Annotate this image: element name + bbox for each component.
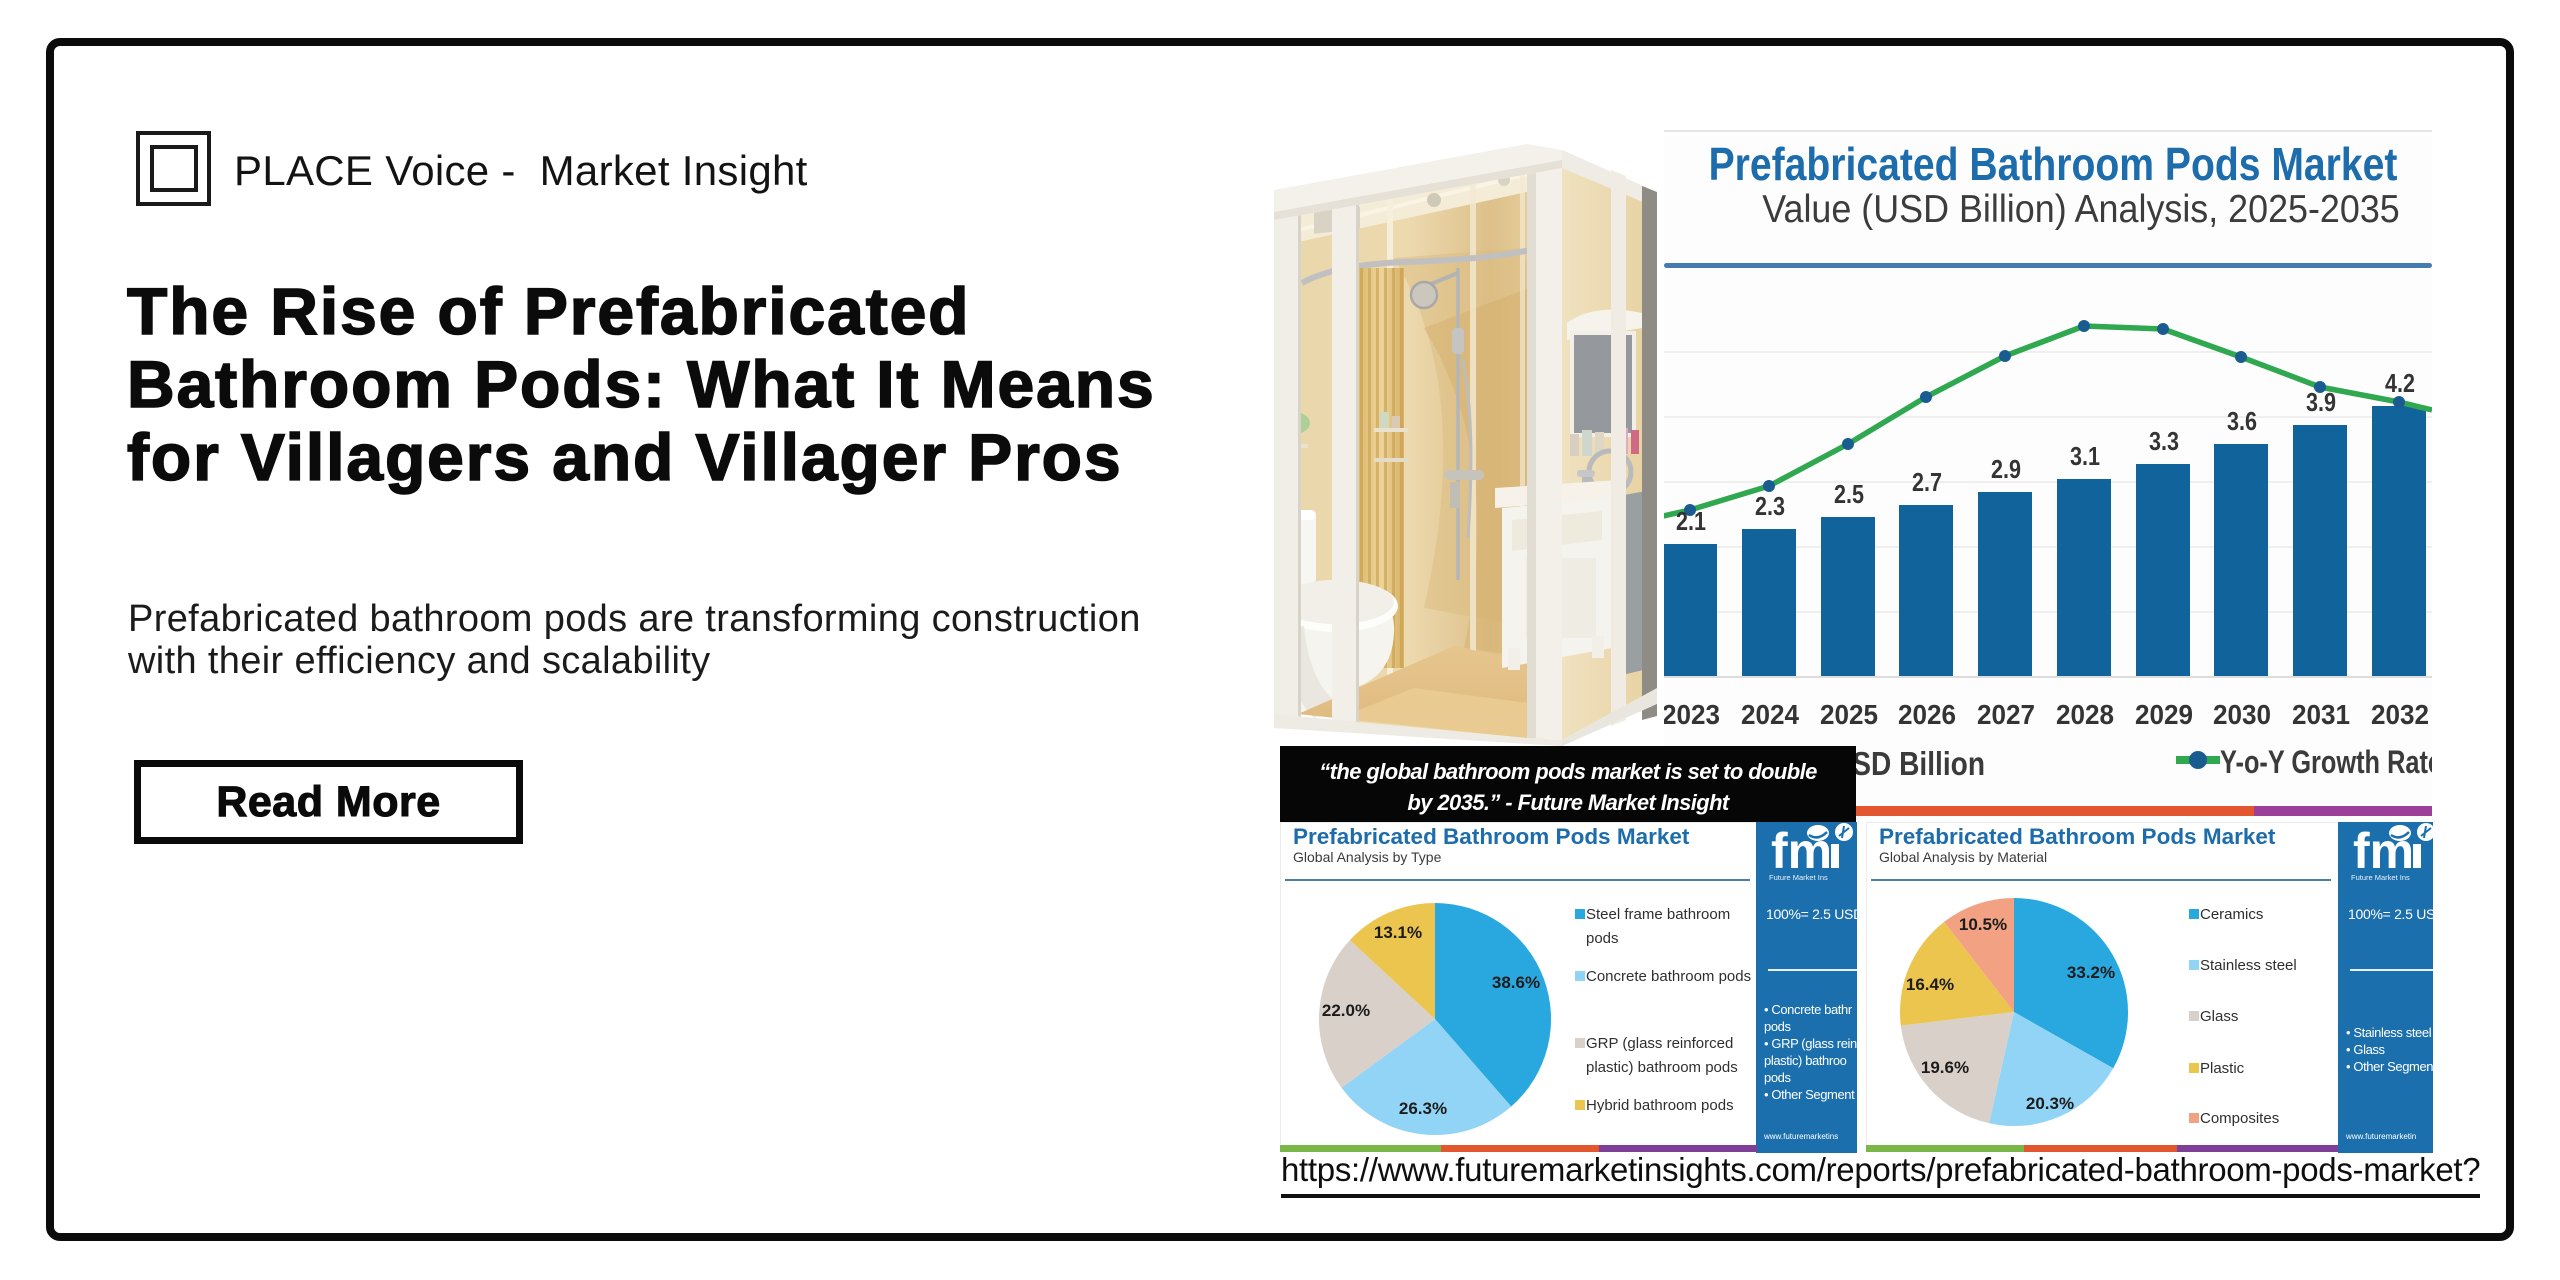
- svg-text:Concrete bathroom pods: Concrete bathroom pods: [1586, 968, 1751, 985]
- svg-text:2027: 2027: [1977, 699, 2035, 730]
- svg-text:2025: 2025: [1820, 699, 1878, 730]
- svg-text:2031: 2031: [2292, 699, 2350, 730]
- svg-text:2.9: 2.9: [1991, 454, 2021, 484]
- svg-text:2032: 2032: [2371, 699, 2429, 730]
- svg-text:Stainless steel: Stainless steel: [2200, 957, 2297, 974]
- svg-text:GRP (glass reinforced: GRP (glass reinforced: [1586, 1035, 1733, 1052]
- svg-text:2.7: 2.7: [1912, 467, 1942, 497]
- svg-text:2029: 2029: [2135, 699, 2193, 730]
- svg-text:Ceramics: Ceramics: [2200, 906, 2263, 923]
- svg-text:USD Billion: USD Billion: [1832, 745, 1985, 782]
- svg-text:2.5: 2.5: [1834, 479, 1864, 509]
- svg-text:2.1: 2.1: [1676, 506, 1706, 536]
- svg-text:22.0%: 22.0%: [1322, 1001, 1370, 1020]
- svg-text:3.3: 3.3: [2149, 426, 2179, 456]
- svg-text:Glass: Glass: [2200, 1008, 2238, 1025]
- svg-text:Steel frame bathroom: Steel frame bathroom: [1586, 906, 1730, 923]
- svg-text:13.1%: 13.1%: [1374, 923, 1422, 942]
- svg-text:19.6%: 19.6%: [1921, 1058, 1969, 1077]
- svg-text:3.1: 3.1: [2070, 441, 2100, 471]
- svg-text:2.3: 2.3: [1755, 491, 1785, 521]
- svg-text:2026: 2026: [1898, 699, 1956, 730]
- svg-text:3.9: 3.9: [2306, 387, 2336, 417]
- svg-text:3.6: 3.6: [2227, 406, 2257, 436]
- svg-text:26.3%: 26.3%: [1399, 1099, 1447, 1118]
- svg-text:Composites: Composites: [2200, 1110, 2279, 1127]
- svg-text:2023: 2023: [1664, 699, 1720, 730]
- svg-text:2024: 2024: [1741, 699, 1799, 730]
- svg-text:pods: pods: [1586, 930, 1619, 947]
- svg-text:plastic) bathroom pods: plastic) bathroom pods: [1586, 1059, 1738, 1076]
- svg-text:2030: 2030: [2213, 699, 2271, 730]
- svg-text:20.3%: 20.3%: [2026, 1094, 2074, 1113]
- svg-text:2028: 2028: [2056, 699, 2114, 730]
- svg-text:Future Market Ins: Future Market Ins: [1769, 873, 1828, 882]
- svg-text:Future Market Ins: Future Market Ins: [2351, 873, 2410, 882]
- svg-text:4.2: 4.2: [2385, 368, 2415, 398]
- svg-text:10.5%: 10.5%: [1959, 915, 2007, 934]
- svg-text:16.4%: 16.4%: [1906, 975, 1954, 994]
- svg-text:Y-o-Y Growth Rate: Y-o-Y Growth Rate: [2220, 744, 2432, 780]
- svg-text:33.2%: 33.2%: [2067, 963, 2115, 982]
- svg-text:Hybrid bathroom pods: Hybrid bathroom pods: [1586, 1097, 1734, 1114]
- svg-text:Plastic: Plastic: [2200, 1060, 2245, 1077]
- svg-text:38.6%: 38.6%: [1492, 973, 1540, 992]
